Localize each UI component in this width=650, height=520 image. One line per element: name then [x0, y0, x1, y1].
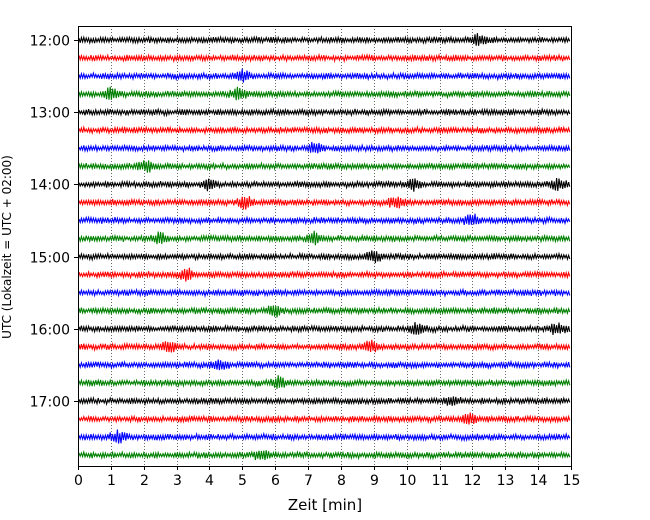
x-axis-ticks: 0 1 2 3 4 5 6 7 8 9 10 11 12 13 14 15 [74, 466, 580, 489]
x-tick-label: 2 [140, 473, 149, 489]
x-tick-label: 5 [238, 473, 247, 489]
trace-1730 [78, 429, 571, 444]
x-tick-label: 7 [304, 473, 313, 489]
trace-1445 [78, 230, 571, 246]
x-tick-label: 11 [432, 473, 450, 489]
x-tick-label: 6 [271, 473, 280, 489]
trace-1315 [78, 124, 571, 136]
x-tick-label: 10 [399, 473, 417, 489]
trace-1200 [78, 33, 571, 46]
y-axis-label: UTC (Lokalzeit = UTC + 02:00) [0, 155, 14, 339]
trace-1600 [78, 321, 571, 335]
trace-1400 [78, 178, 571, 192]
plot-frame [78, 26, 572, 467]
trace-1515 [78, 267, 571, 282]
trace-1330 [78, 141, 571, 154]
y-tick-label: 12:00 [30, 34, 70, 50]
x-tick-label: 12 [464, 473, 482, 489]
vertical-grid [111, 26, 539, 466]
x-tick-label: 14 [530, 473, 548, 489]
y-tick-label: 16:00 [30, 323, 70, 339]
y-tick-label: 13:00 [30, 106, 70, 122]
trace-1230 [78, 68, 571, 83]
trace-1300 [78, 107, 571, 118]
y-axis-ticks: 12:00 13:00 14:00 15:00 16:00 17:00 [30, 34, 78, 411]
x-tick-label: 13 [497, 473, 515, 489]
trace-1545 [78, 305, 571, 318]
x-tick-label: 9 [370, 473, 379, 489]
x-tick-label: 8 [337, 473, 346, 489]
x-tick-label: 3 [173, 473, 182, 489]
y-tick-label: 14:00 [30, 178, 70, 194]
x-tick-label: 1 [107, 473, 116, 489]
trace-1530 [78, 287, 571, 299]
x-axis-label: Zeit [min] [288, 496, 362, 514]
trace-1345 [78, 160, 571, 173]
trace-1215 [78, 52, 571, 64]
trace-1645 [78, 375, 571, 389]
trace-1430 [78, 213, 571, 226]
trace-1245 [78, 86, 571, 101]
x-tick-label: 0 [74, 473, 83, 489]
trace-1630 [78, 359, 571, 371]
trace-1500 [78, 250, 571, 264]
y-tick-label: 17:00 [30, 395, 70, 411]
x-tick-label: 15 [563, 473, 581, 489]
trace-1745 [78, 449, 571, 461]
y-tick-label: 15:00 [30, 251, 70, 267]
trace-1415 [78, 196, 571, 210]
trace-1700 [78, 395, 571, 407]
x-tick-label: 4 [205, 473, 214, 489]
trace-1715 [78, 412, 571, 425]
trace-1615 [78, 339, 571, 353]
traces [78, 33, 571, 461]
